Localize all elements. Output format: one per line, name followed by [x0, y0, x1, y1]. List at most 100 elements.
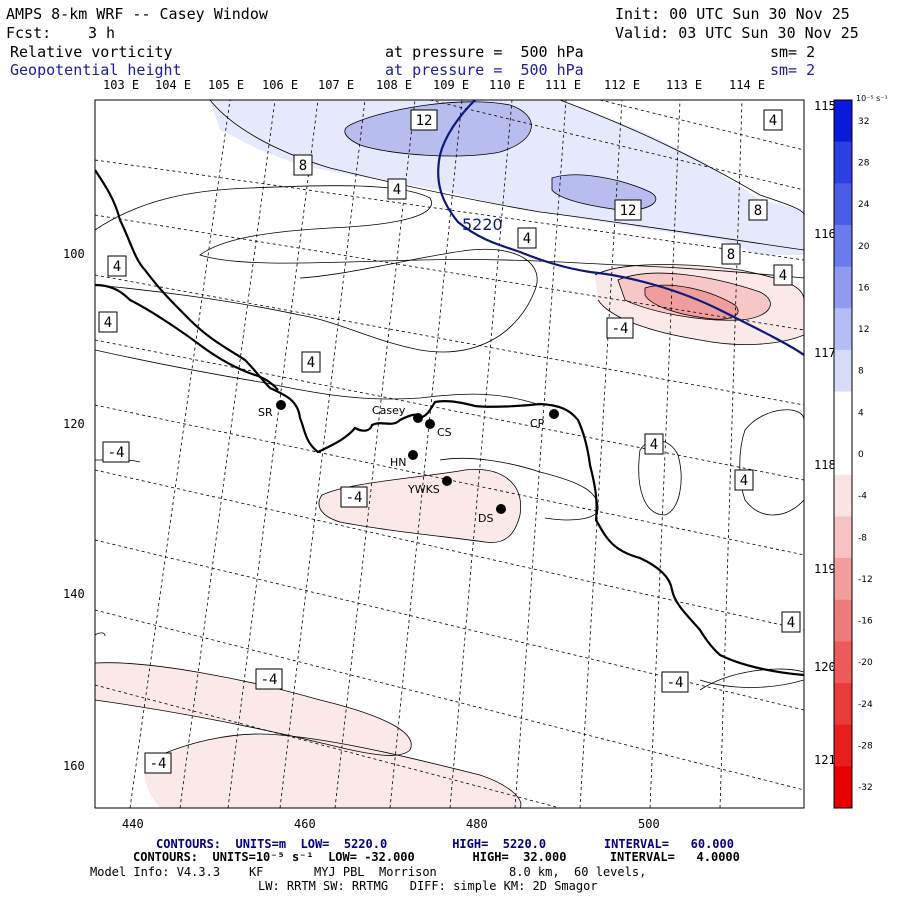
height-contour-label: 5220: [462, 215, 503, 234]
contour-label: -4: [102, 441, 130, 463]
lon-label: 103 E: [103, 78, 139, 92]
svg-text:-4: -4: [150, 756, 167, 772]
svg-text:-4: -4: [612, 321, 629, 337]
coastline: [95, 169, 804, 677]
colorbar-swatch: [834, 100, 852, 143]
y-tick-label: 160: [63, 759, 85, 773]
field2-level: at pressure = 500 hPa: [385, 61, 584, 79]
contour-label: -4: [606, 317, 634, 339]
colorbar-tick-label: 0: [858, 450, 864, 460]
colorbar-tick-label: 12: [858, 325, 869, 335]
svg-text:4: 4: [787, 615, 795, 631]
contour-label: 4: [773, 264, 793, 286]
colorbar-swatch: [834, 724, 852, 767]
positive-vorticity-core: [344, 101, 532, 156]
colorbar-swatch: [834, 391, 852, 434]
contour-label: 4: [781, 611, 801, 633]
contour-label: 8: [748, 199, 768, 221]
axis-labels: 440 460 480 500 100 120 140 160: [63, 247, 660, 831]
svg-text:12: 12: [620, 203, 637, 219]
contour-labels: 12 4 8 4 12 8 8 4 4 -4 4 -4 -4 4 4 4 -4 …: [98, 109, 793, 774]
colorbar-swatch: [834, 349, 852, 393]
svg-text:8: 8: [727, 247, 735, 263]
colorbar-swatch: [834, 558, 852, 601]
station-label-ywks: YWKS: [407, 483, 440, 496]
station-dot-hn: [408, 450, 418, 460]
svg-text:-4: -4: [261, 672, 278, 688]
contour-label: -4: [661, 671, 689, 693]
contour-label: 12: [410, 109, 438, 131]
negative-vorticity-region: [144, 734, 521, 808]
contour-label: -4: [255, 668, 283, 690]
colorbar-swatch: [834, 683, 852, 726]
vorticity-contours: [95, 100, 804, 808]
longitude-labels-top: 103 E 104 E 105 E 106 E 107 E 108 E 109 …: [103, 78, 765, 92]
x-tick-label: 500: [638, 817, 660, 831]
svg-text:12: 12: [416, 113, 433, 129]
geopotential-height-contour: [437, 100, 804, 356]
colorbar-swatch: [834, 599, 852, 642]
contour-label: -4: [144, 752, 172, 774]
station-label-sr: SR: [258, 406, 273, 419]
lon-label: 105 E: [208, 78, 244, 92]
x-tick-label: 460: [294, 817, 316, 831]
contour-label: 4: [387, 178, 407, 200]
svg-text:4: 4: [779, 268, 787, 284]
colorbar-swatch: [834, 641, 852, 684]
station-label-casey: Casey: [372, 404, 406, 417]
lon-label: 109 E: [433, 78, 469, 92]
colorbar-tick-label: 4: [858, 408, 864, 418]
colorbar-tick-label: 16: [858, 283, 870, 293]
station-labels: SR Casey CS CP HN YWKS DS: [258, 404, 545, 525]
station-dot-casey: [413, 413, 423, 423]
colorbar-swatch: [834, 224, 852, 268]
contour-label: 4: [644, 433, 664, 455]
colorbar-tick-label: -20: [858, 658, 873, 668]
station-markers: [276, 400, 559, 514]
contour-label: 4: [301, 351, 321, 373]
plot-frame: [94, 99, 805, 809]
station-label-cp: CP: [530, 417, 545, 430]
x-tick-label: 480: [466, 817, 488, 831]
colorbar-tick-label: 24: [858, 200, 870, 210]
plot-title: AMPS 8-km WRF -- Casey Window: [6, 5, 268, 23]
svg-text:-4: -4: [108, 445, 125, 461]
colorbar-tick-label: -8: [858, 533, 867, 543]
footer-physics-info: LW: RRTM SW: RRTMG DIFF: simple KM: 2D S…: [258, 879, 598, 893]
svg-text:4: 4: [769, 113, 777, 129]
colorbar-tick-label: -16: [858, 617, 873, 627]
colorbar-swatch: [834, 183, 852, 226]
field1-smoothing: sm= 2: [770, 43, 816, 61]
svg-text:8: 8: [754, 203, 762, 219]
colorbar-tick-label: 32: [858, 117, 869, 127]
colorbar-tick-label: 8: [858, 367, 864, 377]
colorbar-tick-label: -32: [858, 783, 873, 793]
svg-text:4: 4: [523, 231, 531, 247]
colorbar-tick-label: -24: [858, 700, 873, 710]
negative-vorticity-core: [645, 285, 739, 320]
negative-vorticity-region: [95, 662, 412, 756]
footer-height-contours: CONTOURS: UNITS=m LOW= 5220.0 HIGH= 5220…: [156, 837, 734, 851]
colorbar-tick-label: -12: [858, 575, 873, 585]
station-label-hn: HN: [390, 456, 407, 469]
colorbar-unit: 10⁻⁵ s⁻¹: [856, 94, 888, 103]
lon-label: 113 E: [666, 78, 702, 92]
lon-label: 110 E: [489, 78, 525, 92]
svg-text:4: 4: [393, 182, 401, 198]
y-tick-label: 140: [63, 587, 85, 601]
forecast-hour: 3 h: [88, 24, 116, 42]
lon-label: 111 E: [545, 78, 581, 92]
colorbar-tick-label: 28: [858, 158, 870, 168]
contour-label: 8: [721, 243, 741, 265]
negative-vorticity-region: [319, 469, 521, 543]
field2-name: Geopotential height: [10, 61, 182, 79]
svg-text:-4: -4: [667, 675, 684, 691]
forecast-label: Fcst:: [6, 24, 52, 42]
colorbar: 32 28 24 20 16 12 8 4 0 -4 -8 -12 -16 -20 -24 -28 -32 10…: [833, 94, 888, 809]
colorbar-tick-label: -28: [858, 742, 873, 752]
lon-label: 106 E: [262, 78, 298, 92]
colorbar-swatch: [834, 308, 852, 351]
station-dot-cp: [549, 409, 559, 419]
contour-label: 4: [107, 255, 127, 277]
svg-text:4: 4: [740, 473, 748, 489]
